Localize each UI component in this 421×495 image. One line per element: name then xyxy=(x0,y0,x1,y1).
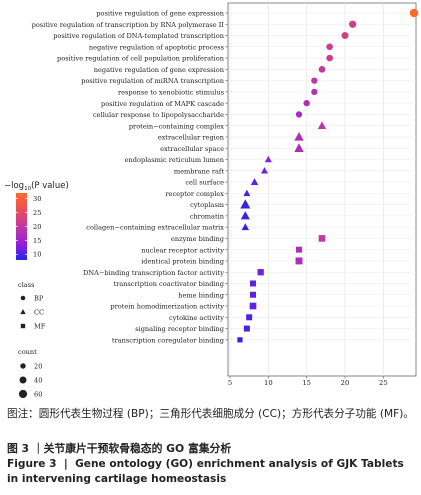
pvalue-legend: −log10(P value) 30 25 20 15 10 xyxy=(4,181,69,260)
data-point xyxy=(264,155,272,163)
data-point xyxy=(326,54,333,62)
count-legend: count 20 40 60 xyxy=(18,348,42,398)
pvalue-legend-title: −log10(P value) xyxy=(4,181,69,192)
x-tick-label: 25 xyxy=(379,379,388,387)
data-point xyxy=(250,291,256,298)
class-legend-title: class xyxy=(18,281,35,289)
figure-title-english: Figure 3 | Gene ontology (GO) enrichment… xyxy=(7,458,404,485)
y-tick-label: signaling receptor binding xyxy=(135,325,225,333)
y-tick-label: extracellular space xyxy=(160,145,224,153)
x-tick-label: 5 xyxy=(228,379,232,387)
color-bar-label: 25 xyxy=(33,209,41,217)
y-tick-label: receptor complex xyxy=(165,190,224,198)
y-tick-label: positive regulation of DNA-templated tra… xyxy=(53,32,225,40)
x-tick-label: 10 xyxy=(264,379,273,387)
data-point xyxy=(240,211,250,220)
data-point xyxy=(249,302,257,310)
class-legend-label: CC xyxy=(34,308,44,316)
count-legend-key xyxy=(20,363,26,369)
x-tick-label: 15 xyxy=(302,379,311,387)
data-point xyxy=(294,132,304,141)
data-point xyxy=(311,77,318,84)
y-tick-label: chromatin xyxy=(190,212,225,220)
color-bar-label: 20 xyxy=(33,223,41,231)
class-legend-key xyxy=(20,323,26,329)
data-point xyxy=(295,111,303,118)
y-tick-label: positive regulation of cell population p… xyxy=(57,55,225,63)
y-tick-label: negative regulation of gene expression xyxy=(94,66,225,74)
data-point xyxy=(311,88,318,96)
y-tick-label: positive regulation of gene expression xyxy=(96,10,224,18)
y-tick-label: transcription coregulator binding xyxy=(112,336,225,344)
color-bar-label: 15 xyxy=(33,237,41,245)
go-enrichment-chart: positive regulation of gene expression po… xyxy=(4,2,419,398)
figure-title-chinese: 图 3 ｜关节康片干预软骨稳态的 GO 富集分析 xyxy=(7,442,232,455)
data-point xyxy=(241,223,250,231)
y-tick-label: enzyme binding xyxy=(171,235,225,243)
class-legend-key xyxy=(20,309,26,315)
data-point xyxy=(294,143,304,152)
data-point xyxy=(260,167,269,174)
y-tick-label: endoplasmic reticulum lumen xyxy=(125,156,225,164)
y-tick-label: collagen−containing extracellular matrix xyxy=(86,224,224,232)
count-legend-key xyxy=(18,389,28,399)
data-point xyxy=(296,246,302,253)
data-point xyxy=(303,100,310,107)
color-bar xyxy=(16,193,27,260)
y-tick-label: positive regulation of transcription by … xyxy=(32,21,225,29)
y-tick-label: positive regulation of MAPK cascade xyxy=(101,100,224,108)
y-tick-label: DNA−binding transcription factor activit… xyxy=(83,269,224,277)
y-tick-label: cellular response to lipopolysaccharide xyxy=(93,111,224,119)
data-point xyxy=(240,199,251,209)
y-tick-label: protein homodimerization activity xyxy=(110,303,224,311)
figure-note: 图注：圆形代表生物过程 (BP)；三角形代表细胞成分 (CC)；方形代表分子功能… xyxy=(7,408,414,420)
y-tick-label: cytokine activity xyxy=(169,314,224,322)
data-point xyxy=(341,32,349,40)
count-legend-label: 20 xyxy=(34,362,42,370)
count-legend-key xyxy=(19,376,27,384)
data-point xyxy=(237,337,243,343)
data-point xyxy=(349,20,357,28)
data-point xyxy=(243,325,250,332)
data-point xyxy=(250,178,259,186)
class-legend-label: MF xyxy=(34,322,46,330)
data-point xyxy=(317,121,327,129)
x-tick-label: 20 xyxy=(341,379,350,387)
data-point xyxy=(326,43,333,51)
class-legend: class BP CC MF xyxy=(18,281,46,330)
data-point xyxy=(250,280,256,287)
class-legend-label: BP xyxy=(34,294,44,302)
x-axis: 5 10 15 20 25 xyxy=(228,376,388,387)
y-tick-label: identical protein binding xyxy=(141,258,225,266)
y-tick-label: nuclear receptor activity xyxy=(141,246,224,254)
count-legend-label: 40 xyxy=(34,376,42,384)
data-point xyxy=(318,235,326,242)
data-point xyxy=(295,257,303,265)
data-point xyxy=(257,269,264,276)
y-tick-label: protein−containing complex xyxy=(129,122,224,130)
y-tick-label: cytoplasm xyxy=(190,201,225,209)
plot-panel xyxy=(227,2,417,377)
y-tick-label: transcription coactivator binding xyxy=(113,280,224,288)
count-legend-title: count xyxy=(18,348,37,356)
y-tick-label: cell surface xyxy=(185,179,224,187)
data-point xyxy=(243,189,251,197)
data-point xyxy=(318,66,326,73)
data-point xyxy=(409,8,419,18)
class-legend-key xyxy=(20,295,26,301)
y-tick-label: extracellular region xyxy=(158,134,225,142)
y-axis-labels: positive regulation of gene expression po… xyxy=(32,10,228,344)
count-legend-label: 60 xyxy=(34,390,42,398)
y-tick-label: membrane raft xyxy=(174,167,224,175)
y-tick-label: negative regulation of apoptotic process xyxy=(89,43,225,51)
color-bar-label: 10 xyxy=(33,251,41,259)
y-tick-label: positive regulation of miRNA transcripti… xyxy=(81,77,225,85)
data-points xyxy=(237,8,419,343)
data-point xyxy=(246,314,253,321)
y-tick-label: heme binding xyxy=(178,291,225,299)
grid-lines xyxy=(228,3,416,376)
y-tick-label: response to xenobiotic stimulus xyxy=(118,88,225,96)
color-bar-label: 30 xyxy=(33,195,41,203)
